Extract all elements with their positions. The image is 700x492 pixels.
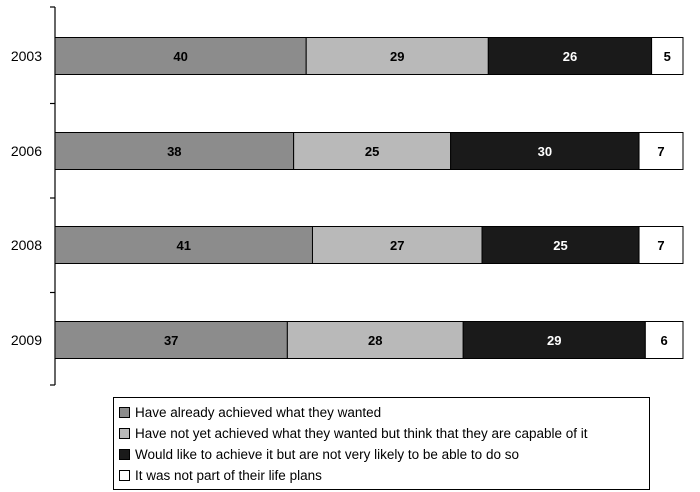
legend-label: Have already achieved what they wanted xyxy=(135,405,382,420)
category-label: 2009 xyxy=(11,332,42,348)
data-label: 5 xyxy=(664,49,671,64)
bar-segment xyxy=(462,321,646,359)
data-label: 27 xyxy=(390,238,404,253)
bar-segment xyxy=(651,37,684,75)
bar-segment xyxy=(305,37,489,75)
bar-segment xyxy=(54,226,313,264)
data-label: 26 xyxy=(563,49,577,64)
bar-segment xyxy=(54,132,295,170)
legend-swatch xyxy=(119,449,130,460)
bar-segment xyxy=(54,37,307,75)
legend-item: Have not yet achieved what they wanted b… xyxy=(119,423,649,444)
data-label: 25 xyxy=(553,238,567,253)
bars: 40 29 26 5 38 25 30 7 41 27 25 7 37 28 29 6 xyxy=(54,37,684,359)
bar-segment xyxy=(644,321,684,359)
data-label: 6 xyxy=(661,333,668,348)
data-label: 28 xyxy=(368,333,382,348)
category-label: 2006 xyxy=(11,143,42,159)
legend-swatch xyxy=(119,428,130,439)
legend-label: It was not part of their life plans xyxy=(135,468,322,483)
y-axis xyxy=(50,6,56,386)
legend-item: Have already achieved what they wanted xyxy=(119,402,649,423)
legend-swatch xyxy=(119,407,130,418)
data-label: 25 xyxy=(365,144,379,159)
bar-segment xyxy=(638,132,684,170)
bar-segment xyxy=(638,226,684,264)
legend-swatch xyxy=(119,470,130,481)
bar-segment xyxy=(311,226,483,264)
category-label: 2003 xyxy=(11,48,42,64)
data-label: 41 xyxy=(177,238,191,253)
bar-segment xyxy=(54,321,288,359)
legend-item: It was not part of their life plans xyxy=(119,465,649,486)
data-label: 37 xyxy=(164,333,178,348)
legend-label: Would like to achieve it but are not ver… xyxy=(135,447,519,462)
category-label: 2008 xyxy=(11,237,42,253)
legend: Have already achieved what they wanted H… xyxy=(113,397,650,490)
data-label: 38 xyxy=(167,144,181,159)
legend-label: Have not yet achieved what they wanted b… xyxy=(135,426,588,441)
data-label: 30 xyxy=(538,144,552,159)
data-label: 7 xyxy=(657,238,664,253)
bar-segment xyxy=(450,132,640,170)
bar-segment xyxy=(293,132,452,170)
bar-segment xyxy=(481,226,640,264)
data-label: 7 xyxy=(657,144,664,159)
data-label: 40 xyxy=(173,49,187,64)
data-label: 29 xyxy=(390,49,404,64)
category-labels: 2003 2006 2008 2009 xyxy=(11,48,42,348)
legend-item: Would like to achieve it but are not ver… xyxy=(119,444,649,465)
data-label: 29 xyxy=(547,333,561,348)
